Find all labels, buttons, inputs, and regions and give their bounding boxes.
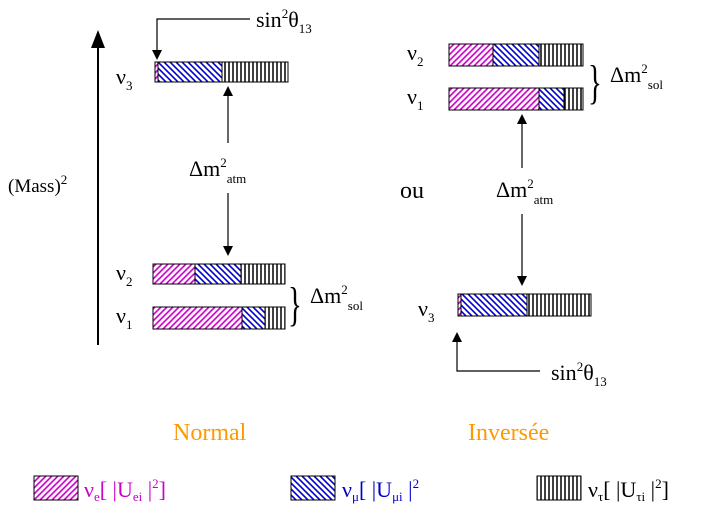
normal-theta13-pointer: sin2θ13 [152,6,312,60]
normal-nu2-label: ν2 [116,260,132,289]
normal-nu1-bar [152,306,286,330]
inverted-sol-group: } Δm2sol [588,56,663,109]
inverted-hierarchy: ν2 ν1 } Δm2sol Δm2atm ν3 [407,40,663,446]
legend-item-tau: ντ[ |Uτi |2] [536,475,669,504]
bar-segment-e [448,43,494,67]
normal-sol-label: Δm2sol [310,282,363,313]
bar-segment-tau [221,61,289,83]
bar-segment-tau [264,306,286,330]
mass-axis: (Mass)2 [8,30,105,345]
normal-nu3-bar [154,61,289,83]
inverted-nu2-bar [448,43,584,67]
bar-segment-mu [241,306,266,330]
normal-hierarchy: ν3 sin2θ13 Δm2atm ν2 ν1 [116,6,363,446]
normal-sol-brace: } [288,278,302,331]
bar-segment-tau [563,87,584,111]
inverted-sol-brace: } [588,56,602,109]
inverted-sol-label: Δm2sol [610,61,663,92]
legend-swatch-tau [536,475,582,501]
or-label: ou [400,178,424,204]
bar-segment-e [152,263,196,285]
normal-nu1-label: ν1 [116,303,132,332]
bar-segment-mu [157,61,223,83]
legend: νe[ |Uei |2] νμ[ |Uμi |2 ντ[ |Uτi |2] [33,475,669,504]
inverted-nu1-label: ν1 [407,84,423,113]
legend-item-e: νe[ |Uei |2] [33,475,166,504]
legend-swatch-mu [290,475,336,501]
bar-segment-mu [492,43,540,67]
bar-segment-tau [538,43,584,67]
inverted-atm-arrow: Δm2atm [496,114,553,286]
axis-arrowhead-icon [91,30,105,48]
legend-swatch-e [33,475,79,501]
axis-label: (Mass)2 [8,172,67,197]
normal-caption: Normal [173,420,247,446]
normal-nu3-label: ν3 [116,64,132,93]
legend-item-mu: νμ[ |Uμi |2 [290,475,419,504]
inverted-atm-label: Δm2atm [496,176,553,207]
legend-label-tau: ντ[ |Uτi |2] [588,476,669,504]
bar-segment-tau [526,293,592,317]
normal-atm-arrow: Δm2atm [189,86,246,256]
normal-atm-label: Δm2atm [189,155,246,186]
inverted-theta13-label: sin2θ13 [551,359,607,389]
legend-label-mu: νμ[ |Uμi |2 [342,476,419,504]
inverted-nu3-label: ν3 [418,296,434,325]
inverted-caption: Inversée [468,420,549,446]
bar-segment-e [152,306,243,330]
inverted-nu3-bar [457,293,592,317]
bar-segment-tau [240,263,286,285]
inverted-nu2-label: ν2 [407,40,423,69]
bar-segment-mu [194,263,242,285]
bar-segment-e [448,87,540,111]
legend-label-e: νe[ |Uei |2] [84,476,166,504]
normal-nu2-bar [152,263,286,285]
inverted-theta13-pointer: sin2θ13 [452,332,607,389]
normal-theta13-label: sin2θ13 [256,6,312,36]
bar-segment-mu [460,293,528,317]
normal-sol-group: } Δm2sol [288,278,363,331]
bar-segment-mu [538,87,565,111]
inverted-nu1-bar [448,87,584,111]
